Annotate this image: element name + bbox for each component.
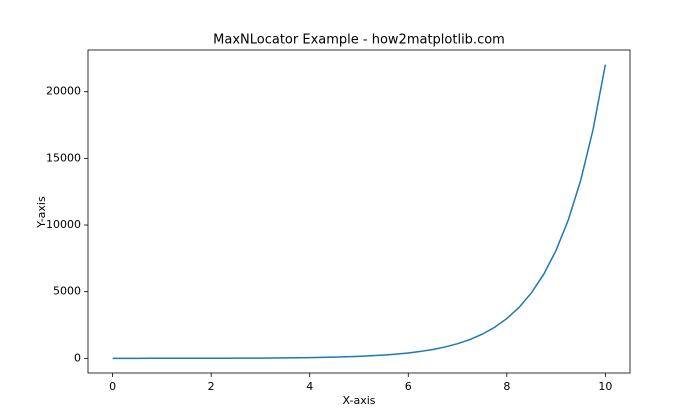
x-tick-label: 2: [208, 380, 215, 393]
line-series: [112, 64, 607, 360]
x-axis-label: X-axis: [343, 394, 376, 407]
x-tick-label: 0: [109, 380, 116, 393]
x-tick-label: 6: [405, 380, 412, 393]
y-axis-label: Y-axis: [35, 196, 48, 229]
x-tick-label: 10: [598, 380, 612, 393]
x-tick-label: 8: [503, 380, 510, 393]
y-tick-label: 0: [74, 351, 81, 364]
plot-frame: [87, 49, 631, 374]
y-tick-label: 5000: [53, 285, 81, 298]
y-tick-label: 20000: [46, 85, 81, 98]
chart-title: MaxNLocator Example - how2matplotlib.com: [213, 33, 505, 48]
y-tick-label: 15000: [46, 151, 81, 164]
x-tick-label: 4: [306, 380, 313, 393]
y-tick-label: 10000: [46, 218, 81, 231]
